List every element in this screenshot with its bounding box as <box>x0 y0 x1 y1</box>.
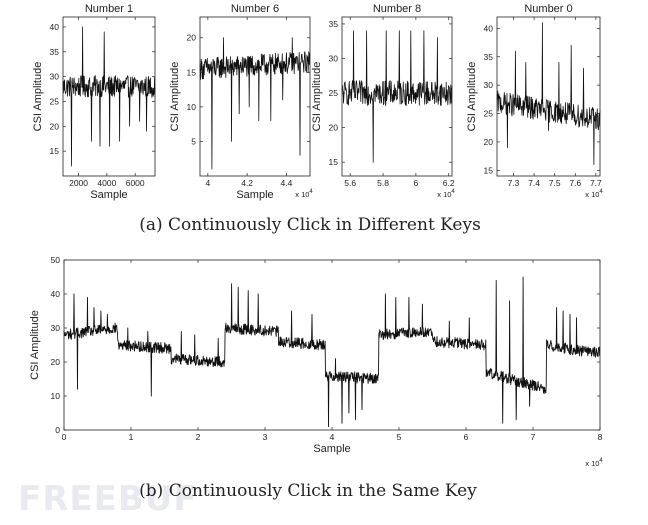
series-line <box>199 37 311 170</box>
y-axis-label: CSI Amplitude <box>311 62 323 132</box>
x-tick-label: 2 <box>196 432 201 442</box>
y-tick-label: 20 <box>50 121 60 131</box>
y-tick-label: 25 <box>329 88 339 98</box>
y-tick-label: 15 <box>50 146 60 156</box>
x-tick-label: 4 <box>330 432 335 442</box>
x-axis-label: Sample <box>236 189 273 201</box>
x-tick-label: 7.3 <box>508 178 520 188</box>
chart-panel-0: 2000 4000 6000 15 20 25 30 35 40 Number 1 Sample CS… <box>32 3 156 201</box>
x-tick-label: 4 <box>205 178 210 188</box>
axes-box <box>62 16 156 177</box>
y-axis-label: CSI Amplitude <box>32 62 44 132</box>
y-axis-label: CSI Amplitude <box>169 62 181 132</box>
x-tick-label: 6000 <box>126 178 145 188</box>
x-tick-label: 7 <box>531 432 536 442</box>
x-tick-label: 0 <box>62 432 67 442</box>
y-tick-label: 15 <box>484 165 494 175</box>
x-tick-label: 6 <box>464 432 469 442</box>
x-tick-label: 7.5 <box>549 178 561 188</box>
y-tick-label: 10 <box>51 391 61 401</box>
y-tick-label: 15 <box>329 157 339 167</box>
x-tick-label: 2000 <box>69 178 88 188</box>
y-tick-label: 50 <box>51 255 61 265</box>
x-tick-label: 8 <box>598 432 603 442</box>
x-tick-label: 6.2 <box>443 178 455 188</box>
y-tick-label: 20 <box>51 357 61 367</box>
y-tick-label: 30 <box>329 53 339 63</box>
x-tick-label: 7.4 <box>528 178 540 188</box>
chart-panel-1: 4 4.2 4.4 5 10 15 20 Number 6 Sample CSI Amplitud… <box>169 3 313 201</box>
chart-panel-4: 0 1 2 3 4 5 6 7 8 0 10 20 30 40 50 Sample CSI Amplitude x… <box>29 255 603 468</box>
caption-b: (b) Continuously Click in the Same Key <box>139 481 477 501</box>
y-tick-label: 35 <box>329 19 339 29</box>
y-tick-label: 20 <box>329 123 339 133</box>
y-tick-label: 20 <box>187 33 197 43</box>
y-tick-label: 35 <box>50 47 60 57</box>
x-multiplier-label: x 104 <box>295 189 313 199</box>
x-multiplier-label: x 104 <box>437 189 455 199</box>
x-tick-label: 5.8 <box>377 178 389 188</box>
x-axis-label: Sample <box>313 443 350 455</box>
y-axis-label: CSI Amplitude <box>29 310 41 380</box>
x-tick-label: 3 <box>263 432 268 442</box>
y-tick-label: 30 <box>51 323 61 333</box>
x-tick-label: 5 <box>397 432 402 442</box>
y-tick-label: 30 <box>484 80 494 90</box>
x-tick-label: 4000 <box>97 178 116 188</box>
axes-box <box>496 16 601 177</box>
x-multiplier-label: x 104 <box>585 189 603 199</box>
x-tick-label: 1 <box>129 432 134 442</box>
axes-box <box>63 259 601 431</box>
chart-panel-2: 5.6 5.8 6 6.2 15 20 25 30 35 Number 8 CSI Amplitud… <box>311 3 455 199</box>
y-tick-label: 25 <box>50 96 60 106</box>
y-tick-label: 40 <box>484 23 494 33</box>
y-tick-label: 20 <box>484 137 494 147</box>
y-tick-label: 40 <box>50 22 60 32</box>
x-tick-label: 7.7 <box>590 178 602 188</box>
x-tick-label: 5.6 <box>344 178 356 188</box>
axes-box <box>199 16 311 177</box>
chart-panel-3: 7.3 7.4 7.5 7.6 7.7 15 20 25 30 35 40 Number 0 CSI A… <box>466 3 603 199</box>
series-line <box>62 26 156 167</box>
x-tick-label: 4.4 <box>281 178 293 188</box>
y-tick-label: 10 <box>187 102 197 112</box>
chart-title: Number 8 <box>373 3 421 15</box>
y-tick-label: 30 <box>50 72 60 82</box>
y-tick-label: 0 <box>55 425 60 435</box>
y-tick-label: 15 <box>187 67 197 77</box>
y-tick-label: 25 <box>484 109 494 119</box>
y-tick-label: 35 <box>484 52 494 62</box>
chart-title: Number 6 <box>231 3 279 15</box>
series-line <box>63 276 601 428</box>
x-tick-label: 7.6 <box>569 178 581 188</box>
chart-title: Number 0 <box>524 3 572 15</box>
watermark-text: FREEBUF <box>18 479 198 519</box>
x-axis-label: Sample <box>90 189 127 201</box>
axes-box <box>341 16 453 177</box>
chart-title: Number 1 <box>85 3 133 15</box>
series-line <box>341 30 453 163</box>
x-multiplier-label: x 104 <box>585 458 603 468</box>
y-tick-label: 5 <box>191 136 196 146</box>
series-line <box>496 22 601 165</box>
y-axis-label: CSI Amplitude <box>466 62 478 132</box>
x-tick-label: 4.2 <box>241 178 253 188</box>
caption-a: (a) Continuously Click in Different Keys <box>139 215 481 235</box>
x-tick-label: 6 <box>414 178 419 188</box>
y-tick-label: 40 <box>51 289 61 299</box>
